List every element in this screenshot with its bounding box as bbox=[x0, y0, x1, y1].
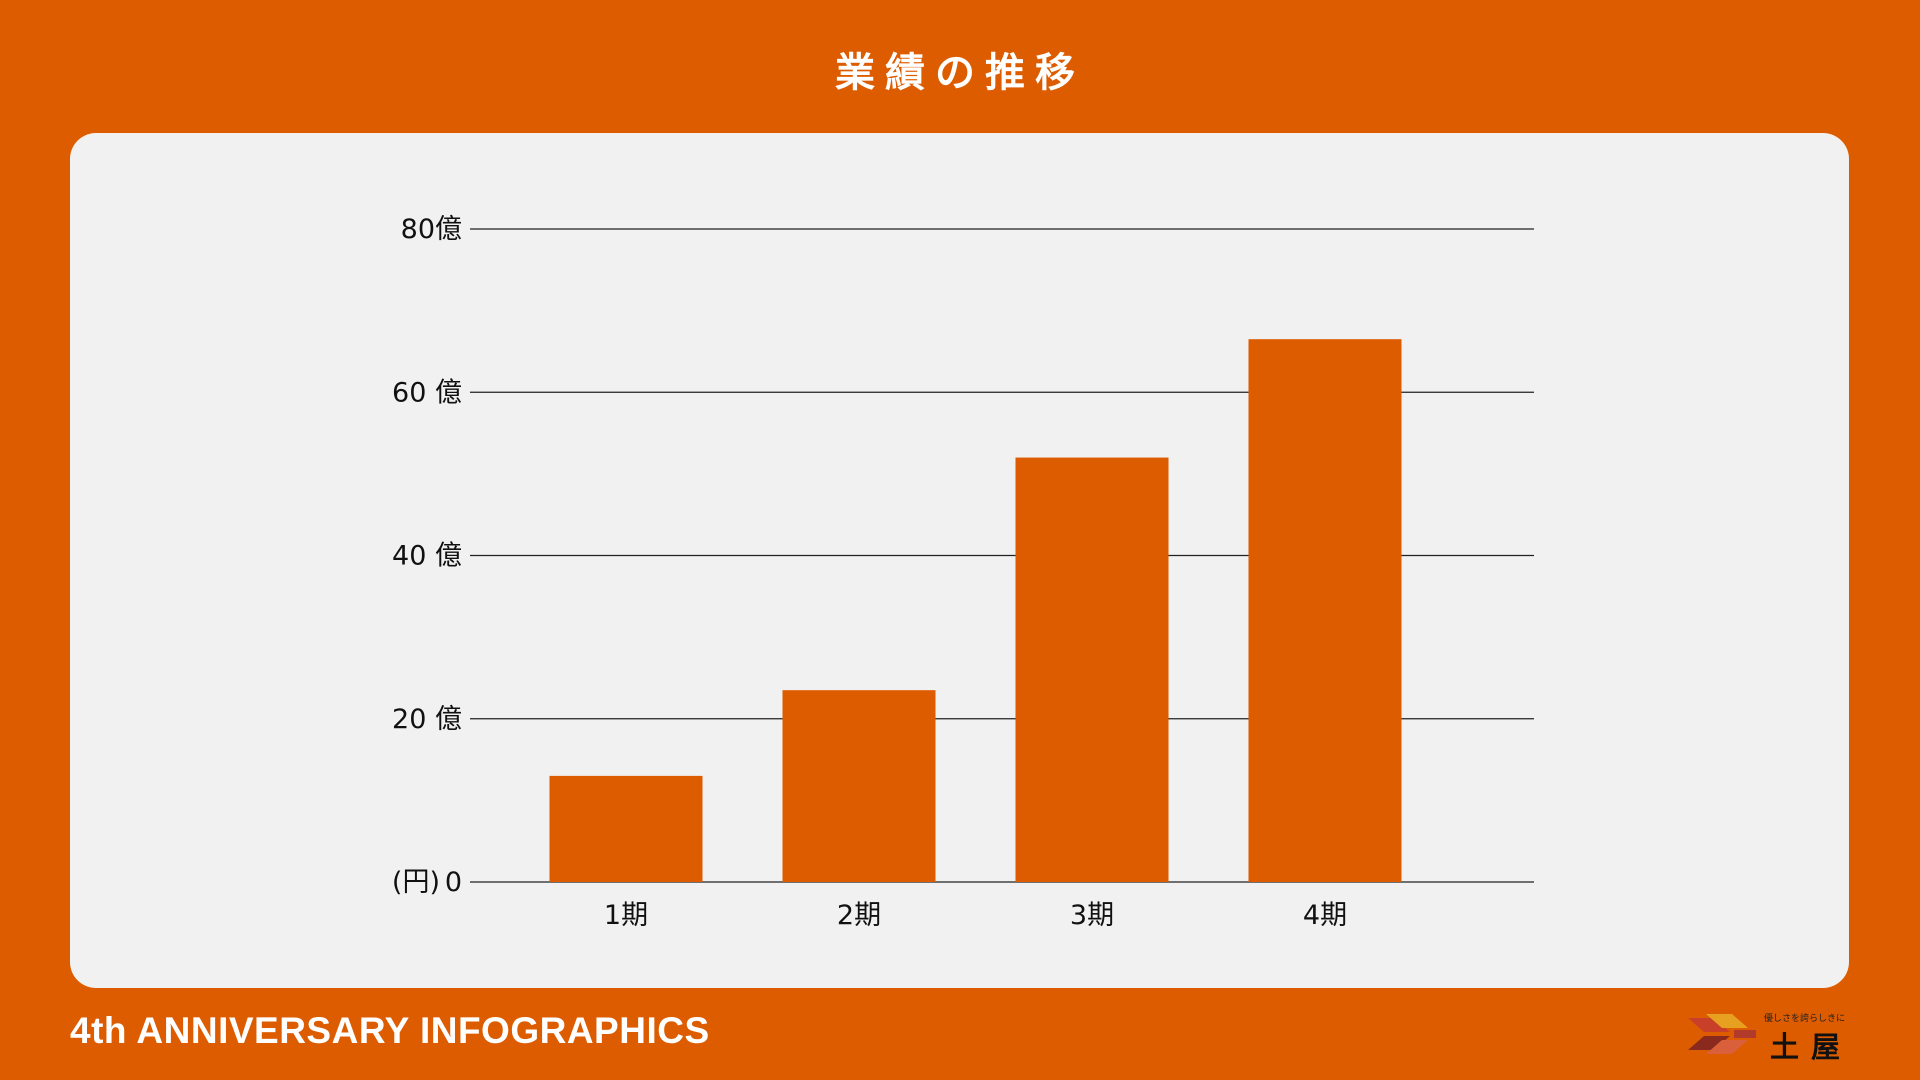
x-tick-label: 1期 bbox=[604, 900, 648, 931]
bar-2 bbox=[782, 690, 936, 882]
x-tick-label: 2期 bbox=[837, 900, 881, 931]
page-title: 業績の推移 bbox=[835, 49, 1085, 96]
logo-mark-icon bbox=[1688, 1014, 1756, 1054]
company-logo: 優しさを誇らしきに 土屋 bbox=[1684, 1008, 1854, 1064]
footer-title: 4th ANNIVERSARY INFOGRAPHICS bbox=[70, 1010, 710, 1051]
bar-3 bbox=[1015, 457, 1169, 882]
x-tick-label: 4期 bbox=[1303, 900, 1347, 931]
bar-4 bbox=[1248, 339, 1402, 883]
bar-1 bbox=[549, 775, 703, 882]
y-tick-label: 60 億 bbox=[392, 377, 462, 408]
y-tick-label: 20 億 bbox=[392, 704, 462, 735]
x-tick-label: 3期 bbox=[1070, 900, 1114, 931]
y-tick-label: 80億 bbox=[401, 214, 462, 245]
y-tick-label: 40 億 bbox=[392, 541, 462, 572]
y-unit-label: (円) bbox=[392, 867, 440, 898]
logo-name: 土屋 bbox=[1770, 1030, 1853, 1064]
logo-tagline: 優しさを誇らしきに bbox=[1764, 1014, 1846, 1024]
bar-chart: 0 20 億 40 億 60 億 80億 (円) 1期 2期 3期 4期 bbox=[392, 214, 1534, 931]
y-tick-label: 0 bbox=[445, 867, 462, 898]
chart-panel: 0 20 億 40 億 60 億 80億 (円) 1期 2期 3期 4期 bbox=[70, 133, 1849, 988]
